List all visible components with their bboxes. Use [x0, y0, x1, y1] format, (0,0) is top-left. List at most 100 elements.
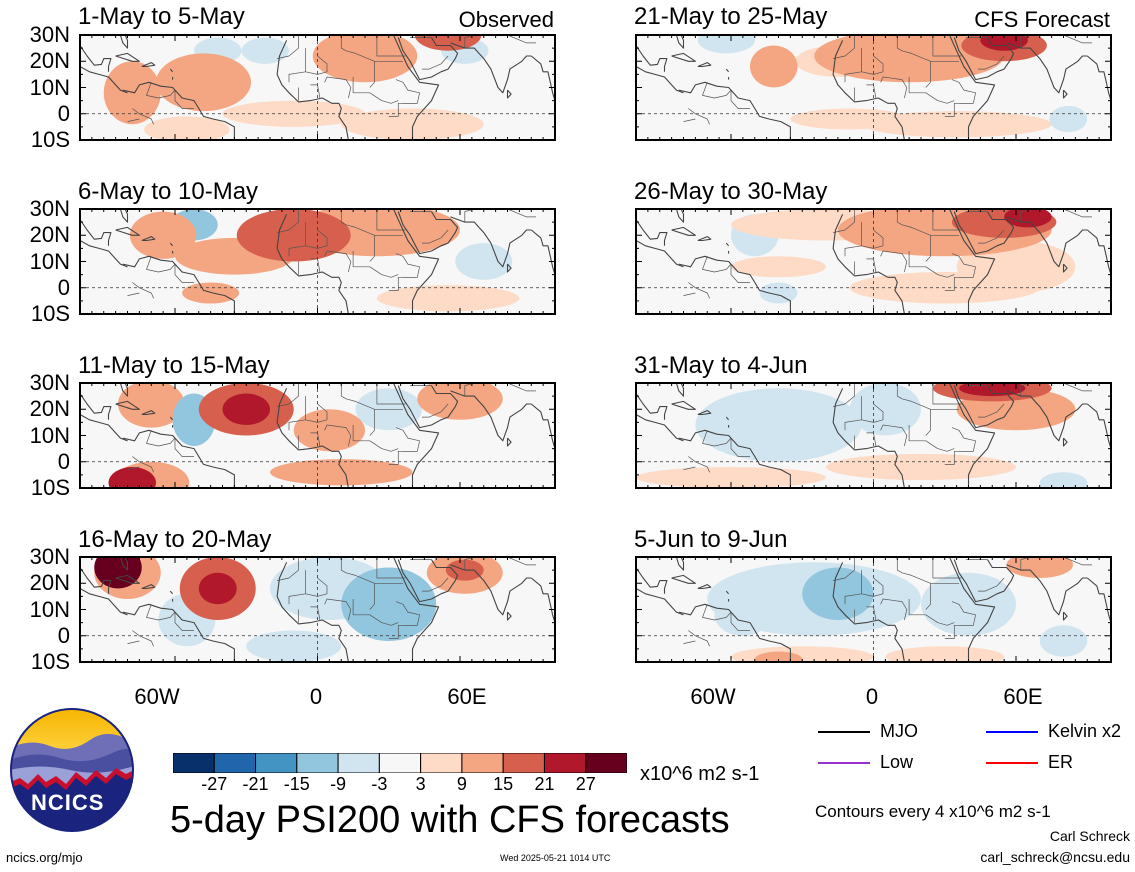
coastline — [1086, 403, 1111, 449]
coastline — [990, 493, 992, 501]
negative-anomaly — [849, 383, 921, 436]
country-border — [127, 292, 140, 296]
positive-anomaly — [270, 459, 413, 486]
country-border — [132, 456, 154, 473]
lat-label-20n: 20N — [29, 570, 70, 595]
country-border — [127, 118, 140, 122]
coastline — [115, 226, 140, 236]
coastline — [1086, 55, 1111, 101]
negative-anomaly — [921, 572, 1016, 636]
coastline — [80, 240, 128, 268]
coastline — [1006, 42, 1036, 54]
country-border — [1062, 383, 1092, 392]
country-border — [861, 55, 884, 75]
country-border — [833, 35, 855, 59]
coastline — [832, 562, 905, 662]
coastline — [115, 52, 140, 62]
coastline — [1062, 611, 1068, 621]
positive-anomaly — [108, 467, 156, 488]
coastline — [1062, 437, 1068, 447]
coastline — [276, 388, 349, 488]
coastline — [636, 567, 668, 594]
country-border — [702, 604, 732, 621]
country-border — [310, 84, 321, 99]
country-border — [932, 209, 962, 231]
coastline — [122, 81, 235, 140]
colorbar — [173, 753, 627, 773]
coastline — [948, 35, 996, 140]
map-panel — [635, 556, 1112, 663]
coastline — [832, 40, 905, 140]
coastline — [397, 211, 459, 255]
coastline — [80, 414, 128, 442]
country-border — [146, 82, 176, 99]
map-panel — [79, 382, 556, 489]
coastline — [678, 255, 791, 314]
country-border — [932, 35, 962, 57]
coastline — [678, 603, 791, 662]
coastline — [450, 390, 480, 402]
country-border — [340, 557, 347, 574]
coastline — [671, 226, 696, 236]
country-border — [324, 598, 352, 621]
colorbar-tick-label: 27 — [575, 774, 596, 794]
main-title: 5-day PSI200 with CFS forecasts — [170, 799, 730, 841]
coastline — [636, 219, 668, 246]
country-border — [844, 570, 862, 605]
country-border — [944, 624, 974, 639]
coastline — [1062, 263, 1068, 273]
coastline — [119, 383, 129, 397]
positive-anomaly — [885, 646, 1005, 662]
country-border — [702, 82, 732, 99]
country-border — [908, 599, 955, 626]
coastline — [636, 393, 668, 420]
country-border — [688, 108, 710, 125]
coastline — [80, 393, 112, 420]
legend-item-er: ER — [986, 753, 1073, 771]
coastline — [530, 229, 555, 275]
country-border — [896, 557, 903, 574]
country-border — [422, 403, 449, 418]
positive-anomaly — [636, 467, 826, 488]
coastline — [141, 62, 156, 68]
lon-label-60e: 60E — [447, 684, 487, 709]
coastline — [169, 416, 174, 421]
coastline — [115, 574, 140, 584]
country-border — [688, 630, 710, 647]
country-border — [944, 276, 974, 291]
coastline — [397, 385, 459, 429]
coastline — [434, 493, 436, 501]
country-border — [833, 557, 855, 581]
country-border — [324, 424, 352, 447]
country-border — [288, 396, 306, 431]
country-border — [978, 55, 1005, 70]
coastline — [530, 403, 555, 449]
positive-anomaly — [790, 108, 910, 130]
site-link[interactable]: ncics.org/mjo — [6, 850, 83, 865]
country-border — [1062, 209, 1092, 218]
country-border — [688, 282, 710, 299]
country-border — [866, 606, 877, 621]
observed-label: Observed — [458, 7, 554, 32]
coastline — [392, 209, 440, 314]
country-border — [352, 425, 399, 452]
colorbar-swatch — [543, 753, 587, 773]
country-border — [277, 35, 299, 59]
negative-anomaly — [695, 388, 862, 462]
legend-item-kelvin: Kelvin x2 — [986, 722, 1121, 740]
coastline — [990, 145, 992, 153]
country-border — [127, 466, 140, 470]
country-border — [861, 577, 884, 597]
lat-label-20n: 20N — [29, 48, 70, 73]
country-border — [146, 604, 176, 621]
country-border — [1062, 35, 1092, 44]
coastline — [953, 37, 1015, 81]
country-border — [978, 577, 1005, 592]
positive-anomaly — [182, 282, 240, 304]
colorbar-tick-label: 15 — [493, 774, 514, 794]
coastline — [671, 52, 696, 62]
country-border — [388, 624, 418, 639]
positive-anomaly — [236, 209, 351, 262]
lon-label-0: 0 — [309, 684, 323, 709]
coastline — [725, 68, 730, 73]
